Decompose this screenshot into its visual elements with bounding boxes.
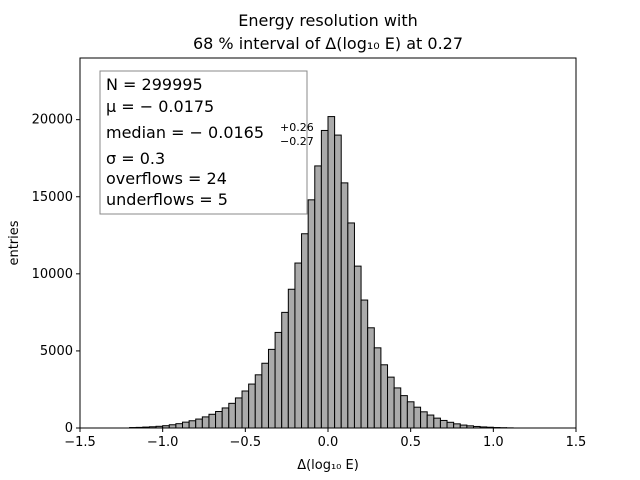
histogram-bar	[439, 419, 448, 429]
histogram-bar	[387, 376, 395, 429]
chart-title-line1: Energy resolution with	[238, 11, 418, 30]
x-tick-label: −1.0	[147, 435, 179, 450]
x-tick-label: −1.5	[64, 435, 96, 450]
x-tick-label: 0.5	[400, 435, 421, 450]
histogram-bar	[400, 395, 408, 429]
histogram-bar	[215, 411, 223, 429]
stats-overflows: overflows = 24	[106, 169, 227, 188]
histogram-bar	[314, 165, 322, 429]
histogram-bar	[287, 288, 296, 429]
histogram-bar	[182, 421, 190, 429]
stats-underflows: underflows = 5	[106, 190, 228, 209]
histogram-bar	[393, 387, 402, 429]
histogram-bar	[175, 423, 184, 429]
histogram-bar	[208, 413, 217, 429]
stats-median: median = − 0.0165	[106, 123, 264, 142]
histogram-bar	[433, 417, 441, 429]
stats-mu: μ = − 0.0175	[106, 97, 214, 116]
histogram-bar	[380, 364, 389, 429]
histogram-bar	[426, 414, 435, 429]
x-axis-label: Δ(log₁₀ E)	[297, 458, 359, 473]
chart-title-line2: 68 % interval of Δ(log₁₀ E) at 0.27	[193, 34, 463, 53]
histogram-bar	[340, 182, 349, 429]
x-tick-label: 1.0	[483, 435, 504, 450]
stats-n: N = 299995	[106, 75, 203, 94]
histogram-bar	[267, 348, 276, 429]
histogram-bar	[294, 262, 303, 429]
histogram-bar	[221, 407, 230, 429]
histogram-bar	[373, 347, 382, 429]
histogram-bar	[420, 411, 428, 429]
histogram-bar	[353, 265, 362, 429]
histogram-bar	[228, 402, 236, 429]
y-axis-ticks: 0 5000 10000 15000 20000	[32, 113, 80, 436]
histogram-bar	[301, 233, 309, 429]
histogram-bar	[254, 374, 263, 429]
histogram-bar	[261, 362, 269, 429]
histogram-bar	[195, 418, 203, 429]
stats-sigma: σ = 0.3	[106, 149, 165, 168]
histogram-bars	[129, 116, 514, 429]
histogram-bar	[281, 311, 289, 429]
histogram-bar	[248, 383, 256, 429]
x-axis-ticks: −1.5 −1.0 −0.5 0.0 0.5 1.0 1.5	[64, 428, 586, 450]
histogram-bar	[347, 222, 355, 429]
x-tick-label: 0.0	[318, 435, 339, 450]
y-tick-label: 15000	[32, 190, 73, 205]
histogram-bar	[360, 299, 369, 429]
stats-box-frame	[99, 70, 308, 215]
histogram-bar	[327, 116, 336, 429]
stats-median-sub: −0.27	[280, 135, 314, 148]
y-axis-label: entries	[7, 220, 22, 265]
y-tick-label: 5000	[40, 344, 73, 359]
histogram-bar	[307, 199, 316, 429]
histogram-bar	[446, 421, 455, 429]
stats-median-sup: +0.26	[280, 121, 314, 134]
y-tick-label: 0	[65, 421, 73, 436]
x-tick-label: 1.5	[566, 435, 587, 450]
y-tick-label: 20000	[32, 113, 73, 128]
histogram-bar	[201, 416, 210, 429]
histogram-bar	[241, 390, 250, 429]
histogram-bar	[406, 401, 415, 429]
histogram-bar	[274, 331, 283, 429]
stats-box: N = 299995 μ = − 0.0175 median = − 0.016…	[99, 70, 314, 215]
histogram-bar	[234, 397, 243, 429]
y-tick-label: 10000	[32, 267, 73, 282]
x-tick-label: −0.5	[230, 435, 262, 450]
histogram-bar	[188, 420, 197, 429]
histogram-bar	[334, 134, 342, 429]
histogram-bar	[453, 423, 461, 429]
histogram-bar	[320, 129, 329, 429]
histogram-bar	[367, 327, 375, 429]
histogram-bar	[413, 406, 422, 429]
